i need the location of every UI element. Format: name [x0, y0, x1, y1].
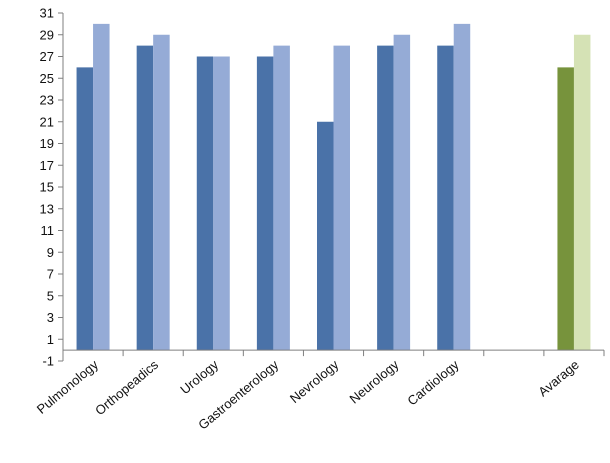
y-tick-label: 17	[40, 158, 54, 173]
y-tick-label: 15	[40, 180, 54, 195]
y-tick-label: 1	[47, 332, 54, 347]
bar-nevrology-series-2	[333, 45, 350, 351]
y-tick-label: 5	[47, 288, 54, 303]
x-axis-ticks	[122, 350, 605, 357]
category-label: Cardiology	[404, 357, 462, 409]
category-label: Orthopeadics	[92, 357, 161, 419]
bar-cardiology-series-2	[453, 23, 471, 351]
bar-urology-series-1	[196, 56, 214, 351]
y-tick-label: 7	[47, 267, 54, 282]
bar-orthopeadics-series-1	[136, 45, 154, 351]
y-tick-label: 31	[40, 6, 54, 21]
bar-urology-series-2	[213, 56, 230, 351]
bar-pulmonology-series-2	[93, 23, 110, 351]
y-tick-label: 29	[40, 27, 54, 42]
category-label: Avarage	[535, 357, 582, 399]
y-tick-label: 19	[40, 136, 54, 151]
bar-nevrology-series-1	[317, 121, 334, 351]
y-tick-label: 11	[41, 223, 55, 238]
y-tick-label: 13	[40, 201, 54, 216]
category-label: Nevrology	[287, 357, 342, 406]
y-tick-label: -1	[42, 354, 54, 369]
bar-avarage-series-2	[573, 34, 591, 351]
bar-neurology-series-2	[393, 34, 411, 351]
category-label: Urology	[177, 357, 221, 398]
bar-orthopeadics-series-2	[153, 34, 170, 351]
bar-neurology-series-1	[377, 45, 394, 351]
bar-avarage-series-1	[557, 67, 574, 351]
y-tick-label: 21	[40, 114, 54, 129]
category-label: Neurology	[346, 357, 401, 407]
bar-pulmonology-series-1	[76, 67, 94, 351]
bars	[76, 23, 591, 351]
bar-gastroenterology-series-1	[256, 56, 274, 351]
y-tick-label: 23	[40, 93, 54, 108]
y-tick-label: 27	[40, 49, 54, 64]
bar-cardiology-series-1	[437, 45, 454, 351]
y-tick-label: 25	[40, 71, 54, 86]
y-tick-label: 3	[47, 310, 54, 325]
bar-gastroenterology-series-2	[273, 45, 290, 351]
y-tick-label: 9	[47, 245, 54, 260]
